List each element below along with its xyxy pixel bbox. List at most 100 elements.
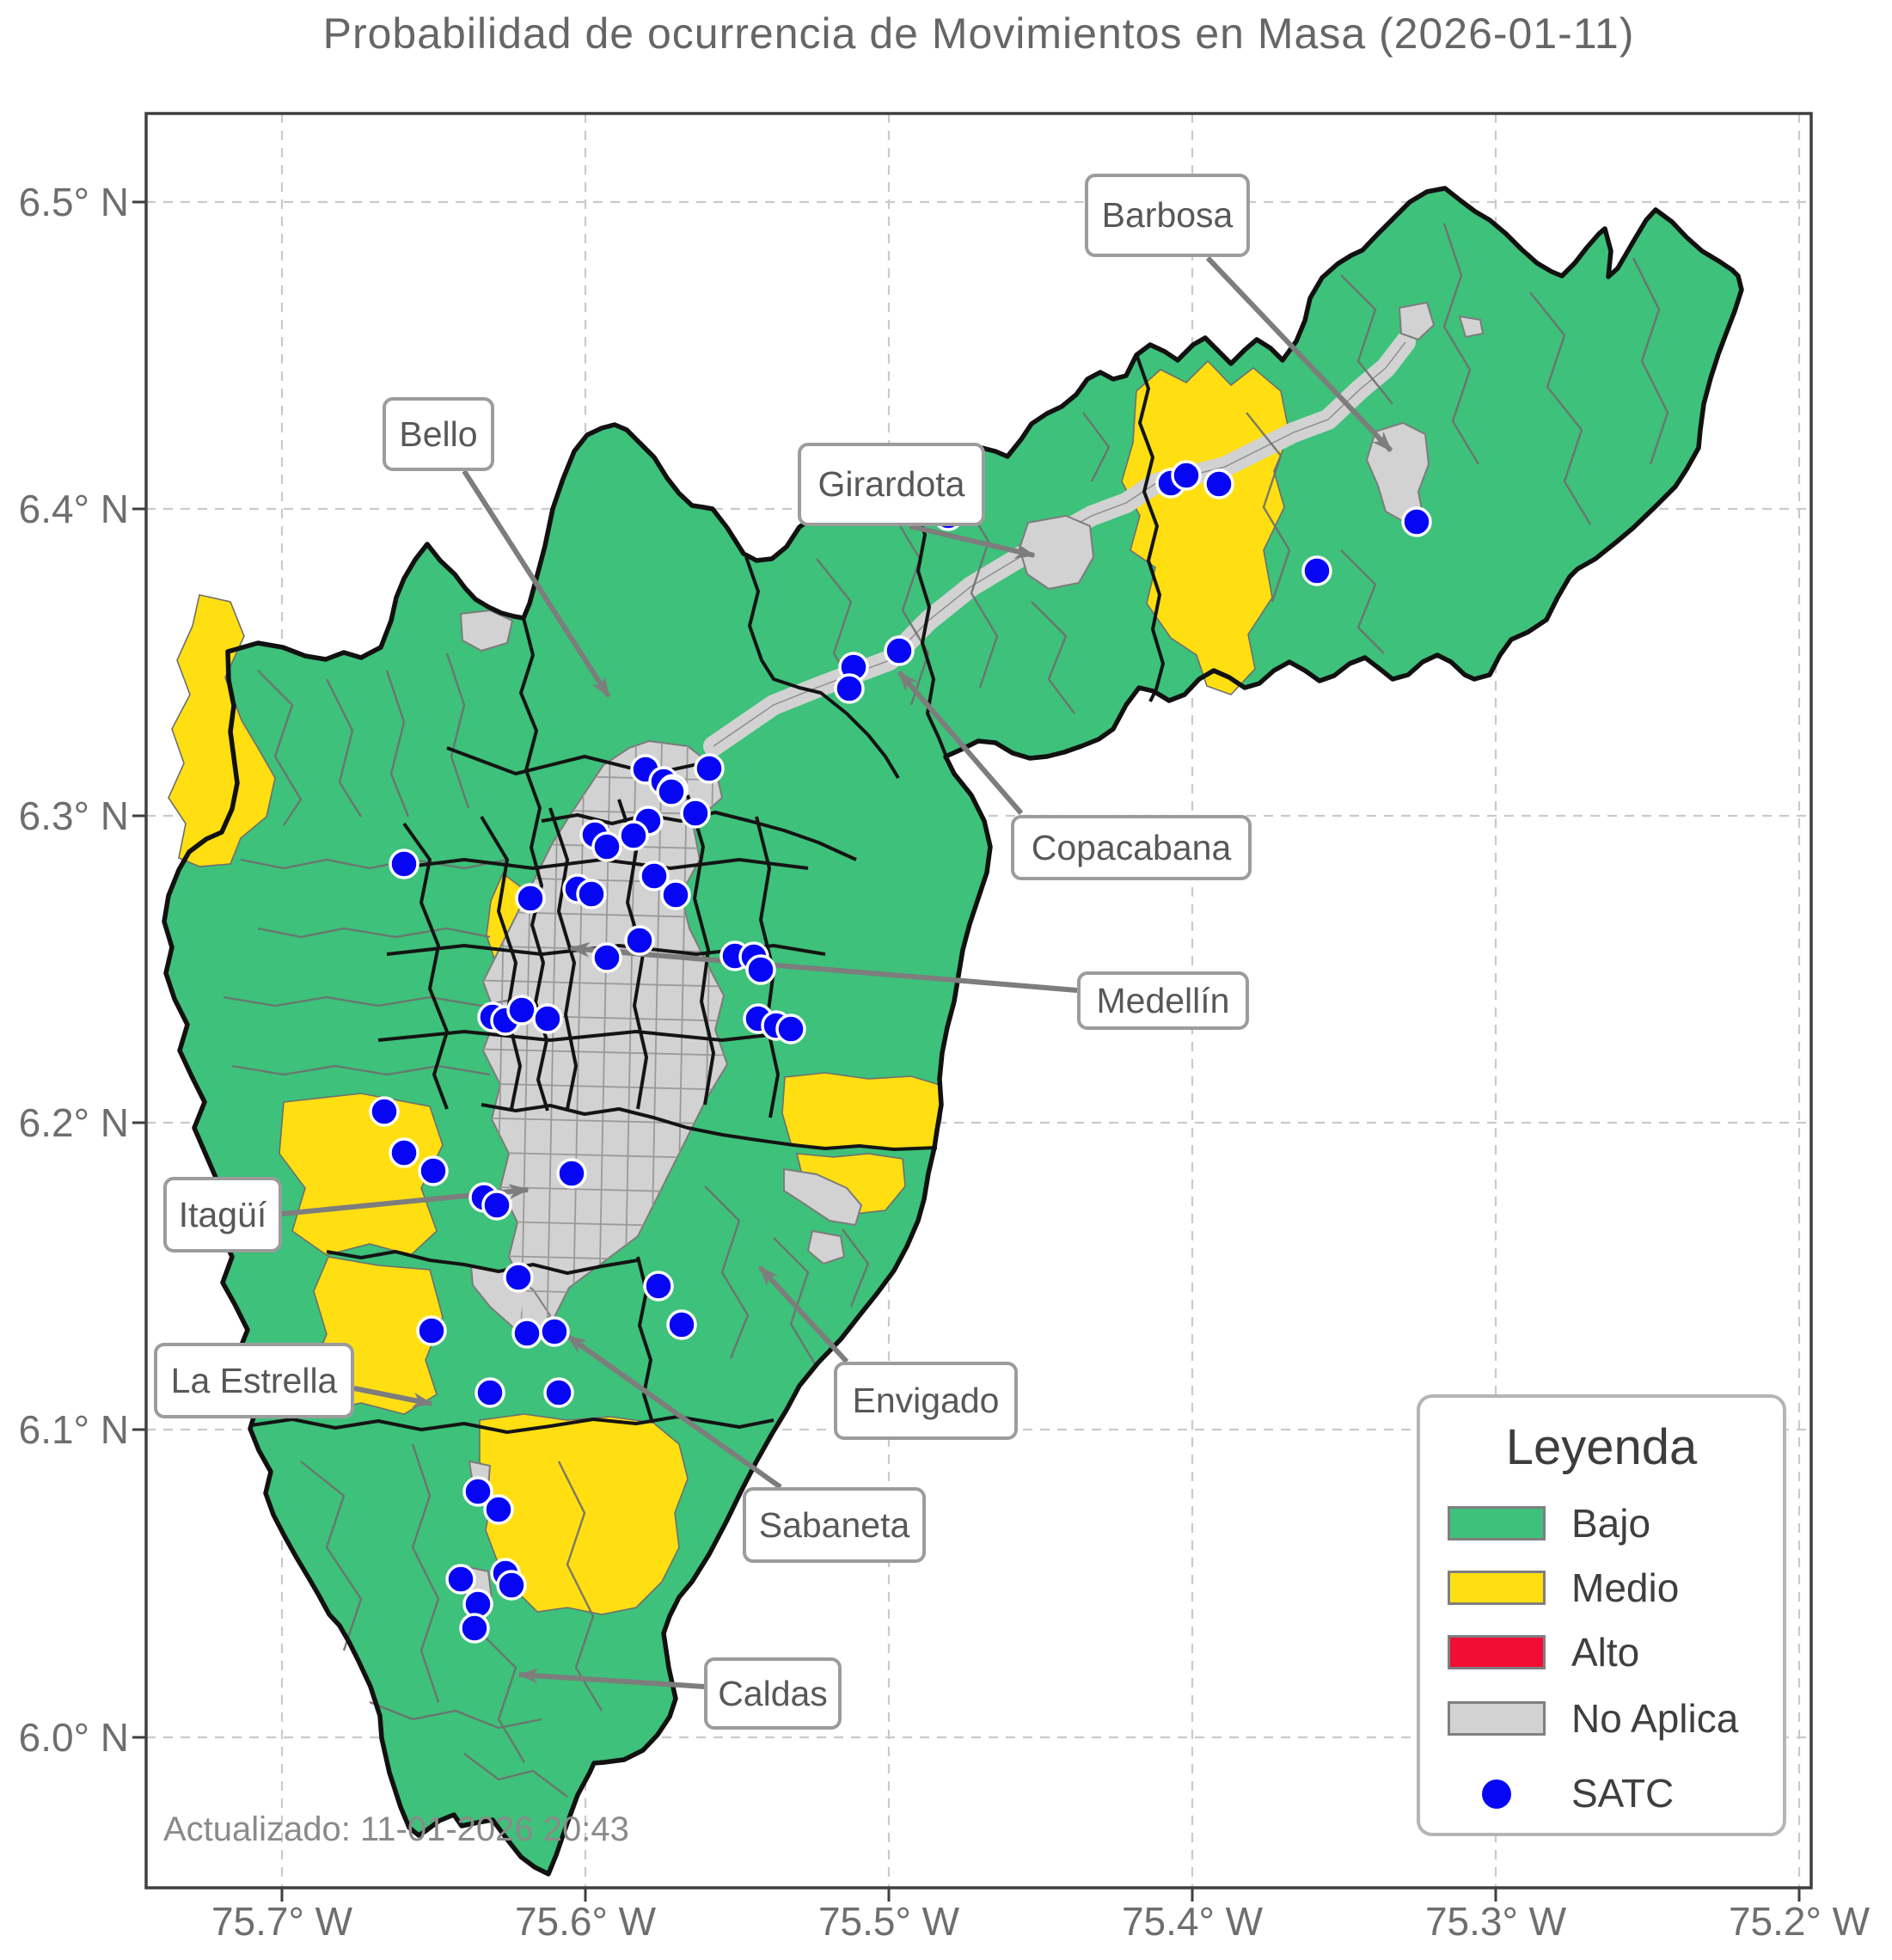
annotation-arrows (281, 255, 1393, 1689)
x-tick-label-4: 75.3° W (1424, 1899, 1567, 1944)
satc-point (775, 1014, 806, 1044)
y-tick-label-4: 6.1° N (18, 1407, 129, 1452)
y-tick-label-0: 6.5° N (18, 180, 129, 224)
satc-point (666, 1309, 697, 1340)
place-label-bello: Bello (383, 397, 494, 471)
x-tick-label-0: 75.7° W (211, 1899, 353, 1944)
satc-point (556, 1158, 587, 1189)
girardota-arrow (909, 524, 1036, 559)
satc-point (389, 1137, 419, 1168)
satc-point (694, 753, 725, 784)
satc-point (745, 954, 776, 985)
legend-label: SATC (1571, 1771, 1675, 1816)
place-label-caldas: Caldas (704, 1657, 842, 1730)
medellin-arrow (569, 941, 1078, 993)
legend: Leyenda Bajo Medio Alto No Aplica SATC (1417, 1394, 1786, 1836)
copacabana-arrow (897, 671, 1024, 815)
satc-point (515, 883, 546, 914)
region-no-aplica (1458, 315, 1485, 339)
region-medium-risk (781, 1072, 942, 1151)
legend-item-alto: Alto (1420, 1628, 1783, 1676)
legend-swatch (1448, 1701, 1546, 1736)
place-label-la-estrella: La Estrella (154, 1343, 354, 1418)
place-label-barbosa: Barbosa (1085, 174, 1250, 257)
x-tick-label-1: 75.6° W (514, 1899, 657, 1944)
satc-point (1401, 506, 1432, 537)
satc-points (369, 460, 1432, 1644)
legend-label: Medio (1571, 1565, 1680, 1610)
caldas-arrow (517, 1668, 705, 1689)
y-tick-label-1: 6.4° N (18, 487, 129, 531)
satc-point (389, 848, 419, 879)
la-estrella-arrow (353, 1386, 433, 1408)
plot-frame (132, 112, 1813, 1902)
x-tick-label-3: 75.4° W (1121, 1899, 1264, 1944)
satc-point (1171, 460, 1202, 491)
satc-point (506, 995, 537, 1026)
satc-point (416, 1315, 447, 1346)
satc-point (884, 635, 915, 666)
legend-item-no-aplica: No Aplica (1420, 1694, 1783, 1743)
legend-swatch (1448, 1571, 1546, 1605)
place-label-girardota: Girardota (798, 443, 985, 526)
satc-point (680, 798, 711, 829)
satc-point (481, 1190, 512, 1221)
satc-point (503, 1262, 534, 1293)
satc-point (591, 942, 622, 973)
place-label-envigado: Envigado (834, 1362, 1018, 1440)
satc-point (1203, 469, 1234, 499)
choropleth-map (162, 186, 1744, 1877)
satc-point (418, 1155, 449, 1186)
satc-point (539, 1316, 570, 1347)
y-tick-label-5: 6.0° N (18, 1715, 129, 1760)
place-label-itagui: Itagüí (163, 1177, 282, 1253)
satc-point (475, 1377, 505, 1408)
envigado-arrow (757, 1265, 849, 1364)
bello-arrow (462, 469, 611, 698)
x-tick-label-5: 75.2° W (1728, 1899, 1871, 1944)
satc-point (591, 831, 622, 862)
satc-point (462, 1476, 493, 1507)
updated-timestamp: Actualizado: 11-01-2026 20:43 (163, 1810, 629, 1848)
legend-title: Leyenda (1505, 1419, 1698, 1475)
region-no-aplica (783, 1167, 863, 1227)
region-medium-risk (279, 1093, 444, 1256)
satc-point (496, 1570, 527, 1601)
region-no-aplica (459, 609, 514, 652)
x-tick-label-2: 75.5° W (817, 1899, 960, 1944)
barbosa-arrow (1205, 255, 1393, 453)
satc-point (834, 673, 865, 704)
place-label-medellin: Medellín (1077, 971, 1249, 1030)
satc-point (656, 776, 687, 807)
legend-label: Alto (1571, 1630, 1640, 1675)
satc-point (618, 820, 649, 851)
y-tick-label-3: 6.2° N (18, 1100, 129, 1145)
legend-label: No Aplica (1571, 1696, 1739, 1741)
place-label-sabaneta: Sabaneta (743, 1487, 926, 1563)
legend-item-satc: SATC (1420, 1769, 1783, 1817)
satc-point (445, 1564, 476, 1595)
y-tick-label-2: 6.3° N (18, 793, 129, 838)
satc-point (532, 1003, 563, 1034)
region-no-aplica (1398, 301, 1436, 341)
satc-point (624, 925, 655, 956)
vereda-boundaries (223, 223, 1669, 1798)
legend-item-bajo: Bajo (1420, 1499, 1783, 1547)
satc-point (576, 879, 607, 910)
satc-point (543, 1377, 574, 1408)
satc-point (459, 1613, 490, 1644)
legend-swatch (1448, 1635, 1546, 1669)
legend-dot (1482, 1779, 1511, 1809)
satc-point (643, 1271, 674, 1302)
satc-point (483, 1494, 514, 1525)
legend-item-medio: Medio (1420, 1564, 1783, 1612)
legend-label: Bajo (1571, 1501, 1651, 1546)
region-no-aplica (806, 1229, 846, 1265)
sabaneta-arrow (566, 1333, 782, 1490)
satc-point (1301, 555, 1332, 586)
place-label-copacabana: Copacabana (1011, 815, 1252, 880)
legend-swatch (1448, 1506, 1546, 1540)
satc-point (639, 861, 670, 891)
satc-point (369, 1096, 400, 1127)
